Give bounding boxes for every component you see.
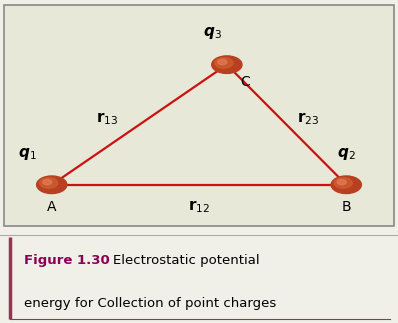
Text: $\boldsymbol{q}_3$: $\boldsymbol{q}_3$ — [203, 26, 222, 41]
Circle shape — [215, 57, 233, 68]
Text: A: A — [47, 200, 57, 214]
Circle shape — [337, 180, 346, 185]
Circle shape — [212, 56, 242, 73]
Text: C: C — [240, 75, 250, 89]
Text: $\mathbf{r}_{12}$: $\mathbf{r}_{12}$ — [188, 198, 210, 215]
Text: $\mathbf{r}_{23}$: $\mathbf{r}_{23}$ — [297, 110, 320, 127]
Text: $\boldsymbol{q}_1$: $\boldsymbol{q}_1$ — [18, 146, 37, 162]
Text: $\mathbf{r}_{13}$: $\mathbf{r}_{13}$ — [96, 110, 119, 127]
Text: energy for Collection of point charges: energy for Collection of point charges — [24, 297, 276, 310]
Text: $\boldsymbol{q}_2$: $\boldsymbol{q}_2$ — [337, 146, 356, 162]
Circle shape — [37, 176, 67, 193]
Circle shape — [40, 178, 58, 188]
Text: Electrostatic potential: Electrostatic potential — [113, 254, 260, 267]
Circle shape — [218, 59, 227, 65]
Circle shape — [43, 180, 52, 185]
Text: Figure 1.30: Figure 1.30 — [24, 254, 109, 267]
Text: B: B — [341, 200, 351, 214]
Circle shape — [331, 176, 361, 193]
Circle shape — [334, 178, 352, 188]
